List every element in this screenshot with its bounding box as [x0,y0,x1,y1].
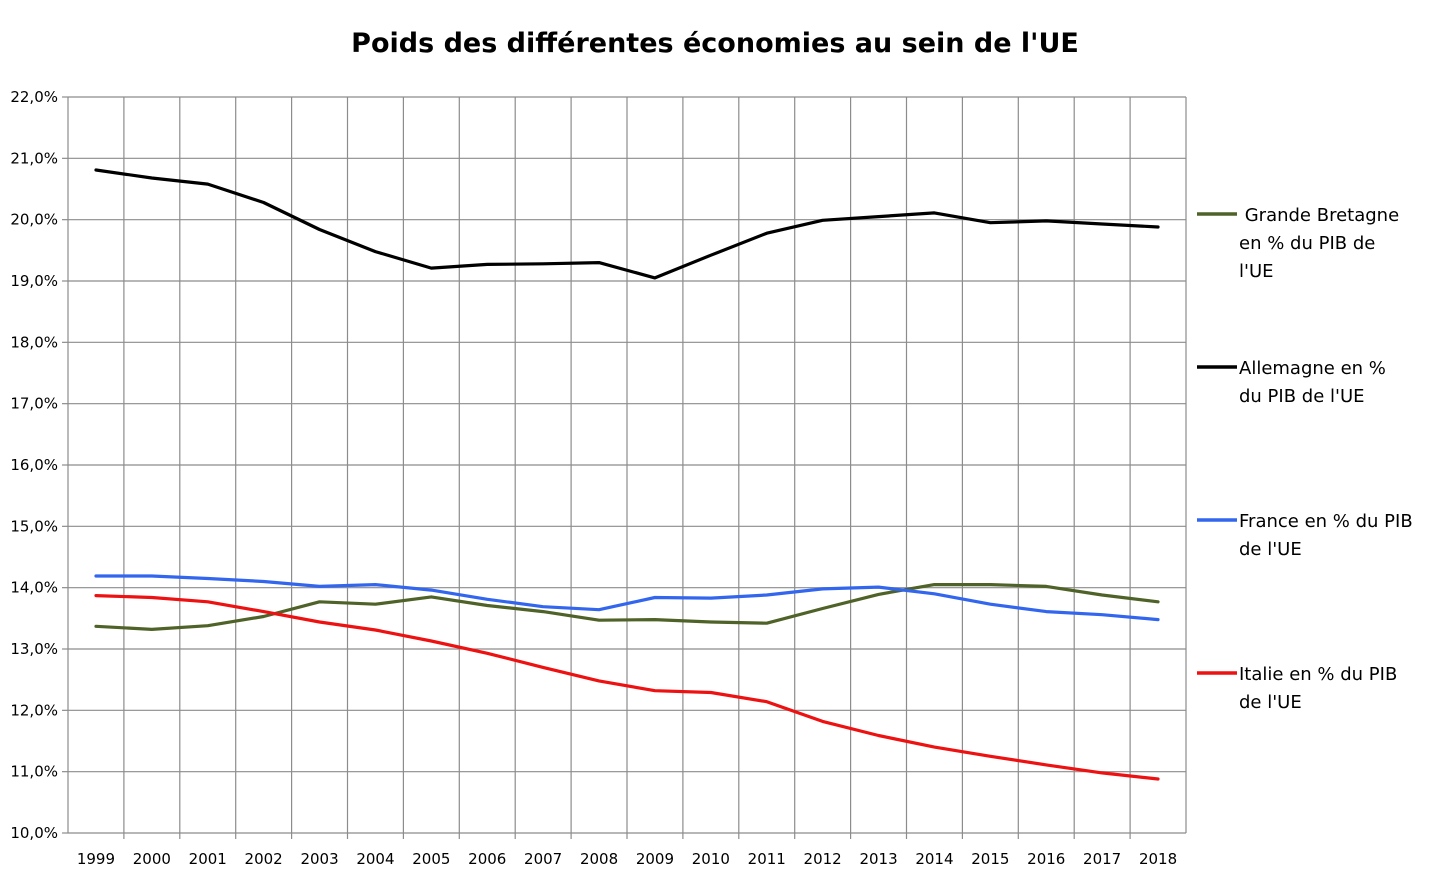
x-tick-label: 2008 [580,850,618,868]
y-tick-label: 21,0% [10,149,58,167]
legend-label-1: Allemagne en % [1239,358,1386,379]
y-tick-label: 12,0% [10,701,58,719]
x-tick-label: 2010 [692,850,730,868]
y-tick-label: 14,0% [10,579,58,597]
x-tick-label: 2015 [971,850,1009,868]
x-tick-label: 2009 [636,850,674,868]
x-tick-label: 2004 [356,850,394,868]
y-tick-label: 18,0% [10,333,58,351]
chart-title: Poids des différentes économies au sein … [351,28,1079,59]
legend-label-3: de l'UE [1239,692,1302,713]
x-tick-label: 2000 [133,850,171,868]
x-tick-label: 2011 [748,850,786,868]
x-tick-label: 2007 [524,850,562,868]
y-tick-label: 15,0% [10,517,58,535]
x-tick-label: 2018 [1139,850,1177,868]
x-tick-label: 1999 [77,850,115,868]
x-tick-label: 2013 [859,850,897,868]
x-tick-label: 2012 [804,850,842,868]
x-tick-label: 2003 [300,850,338,868]
legend-label-0: l'UE [1239,261,1274,282]
legend-label-0: en % du PIB de [1239,233,1375,254]
x-tick-label: 2005 [412,850,450,868]
y-tick-label: 20,0% [10,211,58,229]
legend-label-3: Italie en % du PIB [1239,664,1397,685]
y-axis-ticks: 10,0% 11,0% 12,0% 13,0% 14,0% 15,0% 16,0% 17,0%… [10,88,58,842]
legend: Grande Bretagne en % du PIB de l'UE Allemag… [1197,205,1413,713]
x-tick-label: 2002 [245,850,283,868]
y-tick-label: 22,0% [10,88,58,106]
legend-label-1: du PIB de l'UE [1239,386,1365,407]
plot-grid [62,96,1187,839]
y-tick-label: 16,0% [10,456,58,474]
series-line-3 [94,593,1160,781]
series-lines [94,168,1160,781]
y-tick-label: 13,0% [10,640,58,658]
y-tick-label: 10,0% [10,824,58,842]
x-tick-label: 2006 [468,850,506,868]
x-tick-label: 2017 [1083,850,1121,868]
y-tick-label: 17,0% [10,395,58,413]
legend-label-0: Grande Bretagne [1239,205,1399,226]
x-tick-label: 2016 [1027,850,1065,868]
y-tick-label: 19,0% [10,272,58,290]
legend-label-2: France en % du PIB [1239,511,1413,532]
y-tick-label: 11,0% [10,763,58,781]
series-line-1 [94,168,1160,280]
x-axis-ticks: 1999 2000 2001 2002 2003 2004 2005 2006 2007 2008… [77,850,1177,868]
series-line-2 [94,574,1160,622]
x-tick-label: 2001 [189,850,227,868]
x-tick-label: 2014 [915,850,953,868]
legend-label-2: de l'UE [1239,539,1302,560]
